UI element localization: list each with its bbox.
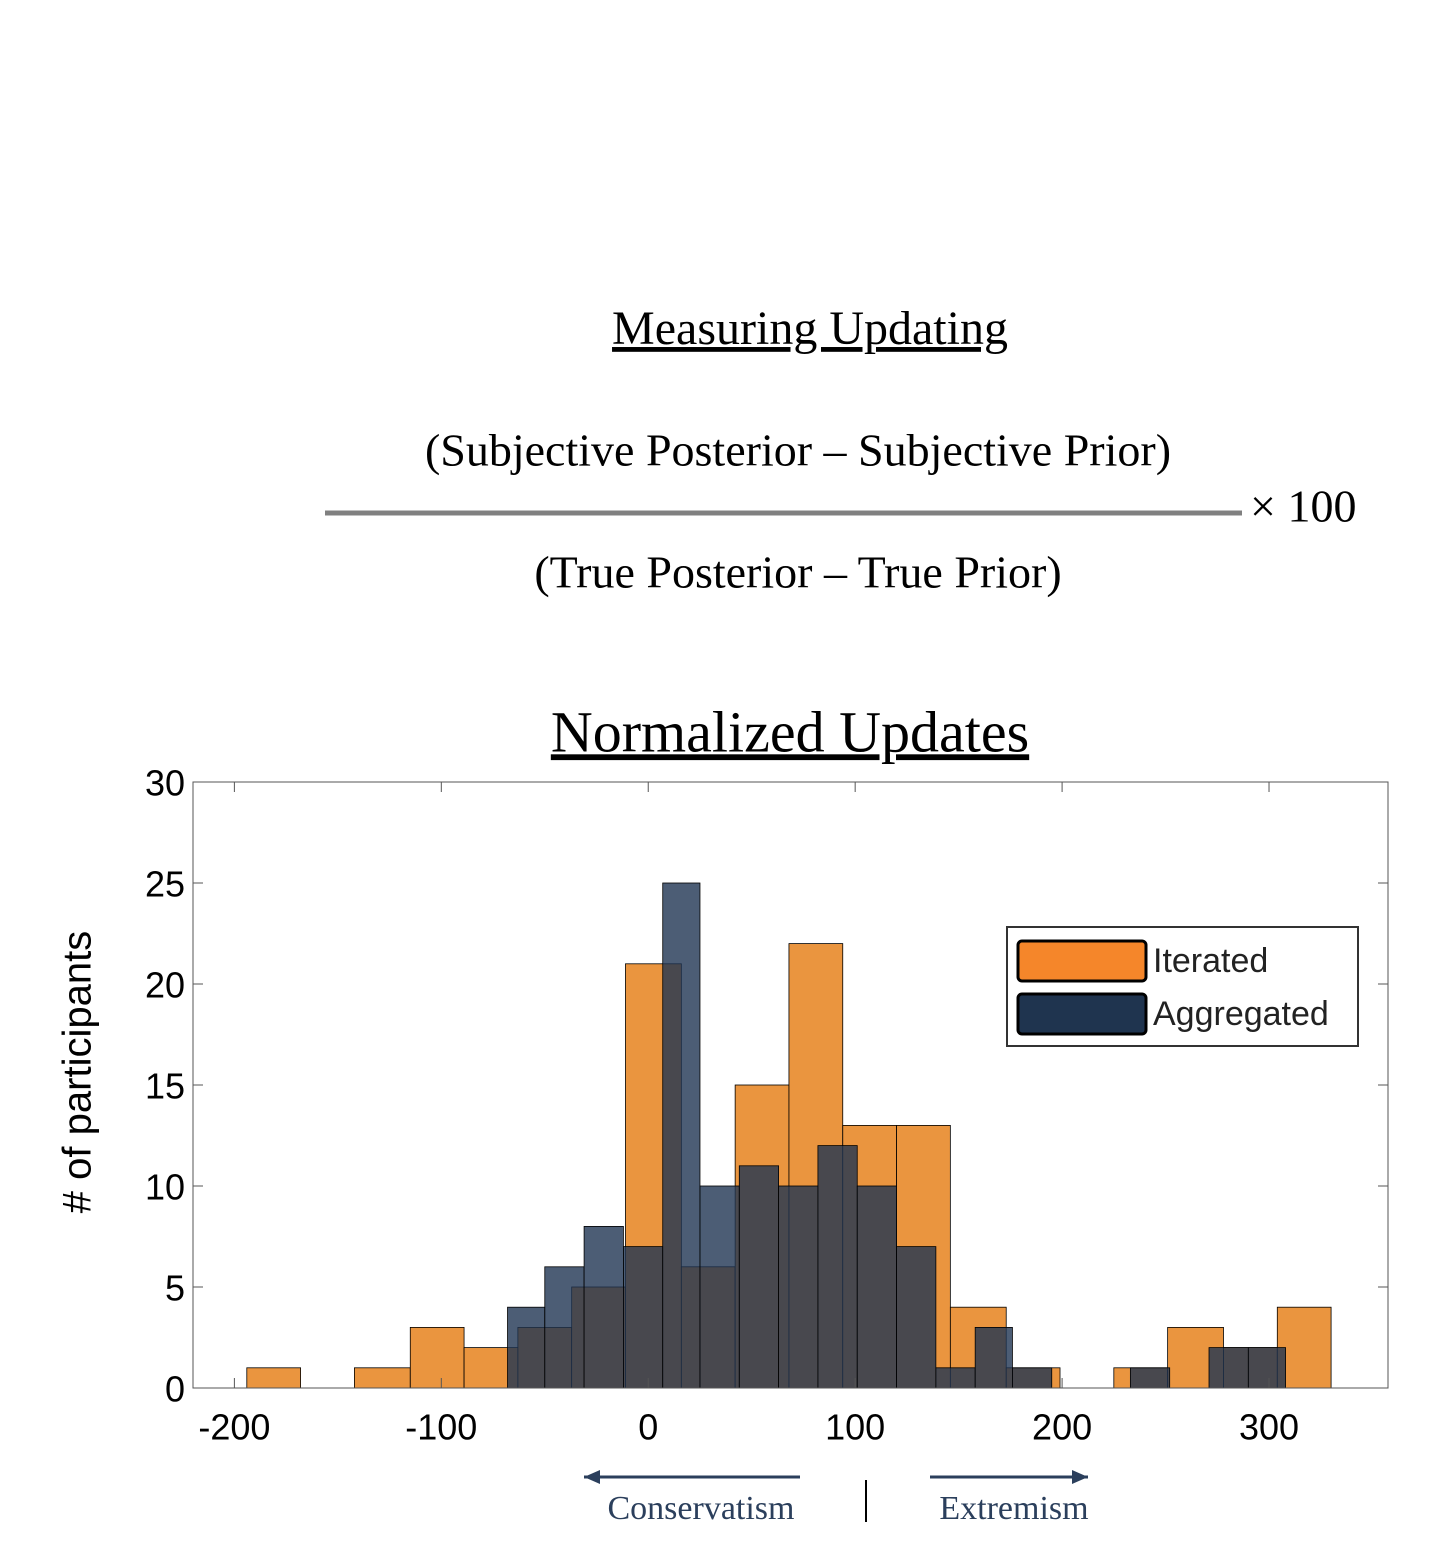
x-tick-label: 300 bbox=[1239, 1407, 1299, 1448]
x-tick-label: -200 bbox=[198, 1407, 270, 1448]
histogram-bar bbox=[507, 1306, 546, 1389]
x-tick-label: 100 bbox=[825, 1407, 885, 1448]
y-axis-label: # of participants bbox=[56, 931, 100, 1213]
legend-swatch bbox=[1016, 939, 1148, 983]
chart-title: Normalized Updates bbox=[551, 699, 1029, 764]
y-tick-label: 15 bbox=[145, 1066, 185, 1107]
formula-heading: Measuring Updating bbox=[612, 302, 1008, 355]
histogram-bar bbox=[1129, 1367, 1171, 1389]
y-tick-label: 0 bbox=[165, 1369, 185, 1410]
y-tick-label: 25 bbox=[145, 864, 185, 905]
formula-denominator: (True Posterior – True Prior) bbox=[534, 547, 1061, 598]
histogram-bar bbox=[935, 1367, 976, 1389]
annotation: Conservatism bbox=[608, 1490, 795, 1527]
formula-multiplier: × 100 bbox=[1250, 481, 1356, 532]
histogram-bar bbox=[246, 1367, 302, 1389]
histogram-bar bbox=[896, 1246, 937, 1389]
histogram-bar bbox=[1012, 1367, 1053, 1389]
histogram-bar bbox=[583, 1226, 624, 1389]
histogram-bar bbox=[1247, 1347, 1286, 1389]
y-tick-label: 10 bbox=[145, 1167, 185, 1208]
histogram-bar bbox=[409, 1327, 465, 1389]
histogram-bar bbox=[662, 882, 701, 1389]
legend-swatch bbox=[1016, 992, 1148, 1036]
annotation: Extremism bbox=[939, 1490, 1088, 1527]
y-tick-label: 5 bbox=[165, 1268, 185, 1309]
histogram-bar bbox=[544, 1266, 585, 1389]
histogram-bar bbox=[354, 1367, 411, 1389]
arrow-head bbox=[584, 1470, 600, 1484]
histogram-bar bbox=[738, 1165, 780, 1389]
arrow-head bbox=[1072, 1470, 1088, 1484]
y-tick-label: 30 bbox=[145, 763, 185, 804]
x-tick-label: -100 bbox=[405, 1407, 477, 1448]
legend-label: Iterated bbox=[1153, 942, 1268, 980]
histogram-bar bbox=[1208, 1347, 1249, 1389]
formula-numerator: (Subjective Posterior – Subjective Prior… bbox=[425, 425, 1171, 476]
histogram-bar bbox=[817, 1145, 858, 1389]
legend-label: Aggregated bbox=[1153, 995, 1329, 1033]
x-tick-label: 200 bbox=[1032, 1407, 1092, 1448]
histogram-bar bbox=[778, 1185, 819, 1389]
histogram-bar bbox=[699, 1185, 740, 1389]
histogram-bar bbox=[856, 1185, 897, 1389]
histogram-bar bbox=[974, 1327, 1013, 1389]
x-tick-label: 0 bbox=[638, 1407, 658, 1448]
histogram-bar bbox=[623, 1246, 664, 1389]
y-tick-label: 20 bbox=[145, 965, 185, 1006]
